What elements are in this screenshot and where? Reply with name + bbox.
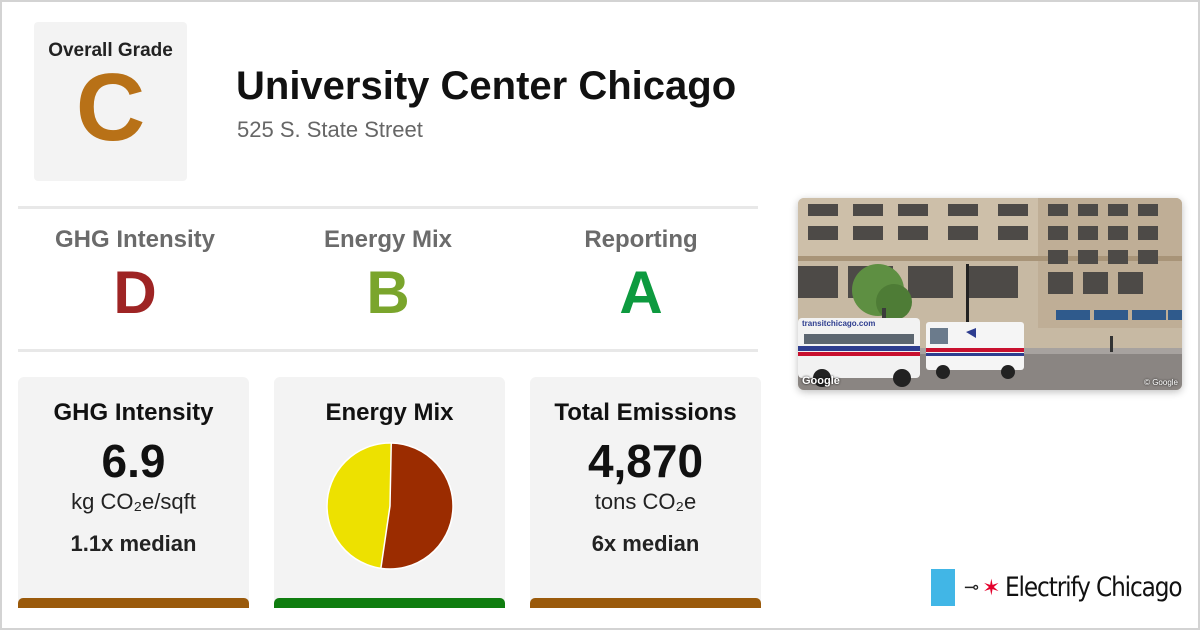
plug-icon: ⊸ xyxy=(964,577,980,597)
pie-slice-fuel xyxy=(379,442,454,570)
grade-label: Energy Mix xyxy=(323,226,453,253)
card-value: 4,870 xyxy=(587,435,704,487)
photo-copyright: © Google xyxy=(1144,378,1178,387)
overall-grade-letter: C xyxy=(75,54,146,161)
grade-ghg-intensity: GHG Intensity D xyxy=(15,226,255,324)
grade-reporting: Reporting A xyxy=(521,226,761,324)
electrify-chicago-logo[interactable]: ⊸ ✶ Electrify Chicago xyxy=(931,569,1200,606)
grade-letter: A xyxy=(619,259,663,326)
divider-bottom xyxy=(18,349,758,352)
star-icon: ✶ xyxy=(982,574,1001,600)
grade-label: Reporting xyxy=(584,226,698,253)
card-accent-bar xyxy=(18,598,249,608)
total-emissions-card: Total Emissions 4,870 tons CO₂e 6x media… xyxy=(530,377,761,608)
card-title: Energy Mix xyxy=(325,399,454,426)
divider-top xyxy=(18,206,758,209)
card-title: GHG Intensity xyxy=(53,399,214,426)
energy-mix-card: Energy Mix xyxy=(274,377,505,608)
card-unit: tons CO₂e xyxy=(594,489,697,514)
logo-text: Electrify Chicago xyxy=(1004,572,1183,603)
card-accent-bar xyxy=(274,598,505,608)
card-unit: kg CO₂e/sqft xyxy=(71,489,196,514)
building-street-view-photo: transitchicago.com Google © Google xyxy=(798,198,1182,390)
card-title: Total Emissions xyxy=(554,399,737,426)
card-value: 6.9 xyxy=(101,435,166,487)
photo-credit: Google xyxy=(802,375,840,387)
building-address: 525 S. State Street xyxy=(237,117,423,142)
building-name: University Center Chicago xyxy=(236,64,737,108)
card-median: 6x median xyxy=(591,531,700,556)
chicago-flag-icon xyxy=(931,569,955,606)
grade-letter: B xyxy=(366,259,410,326)
ghg-intensity-card: GHG Intensity 6.9 kg CO₂e/sqft 1.1x medi… xyxy=(18,377,249,608)
overall-grade-label: Overall Grade xyxy=(48,40,173,61)
card-median: 1.1x median xyxy=(70,531,197,556)
grade-label: GHG Intensity xyxy=(54,226,216,253)
overall-grade-box: Overall Grade C xyxy=(34,22,187,181)
photo-bus-sign: transitchicago.com xyxy=(802,319,875,328)
card-accent-bar xyxy=(530,598,761,608)
energy-mix-pie xyxy=(274,441,505,576)
grade-letter: D xyxy=(113,259,157,326)
grade-energy-mix: Energy Mix B xyxy=(268,226,508,324)
